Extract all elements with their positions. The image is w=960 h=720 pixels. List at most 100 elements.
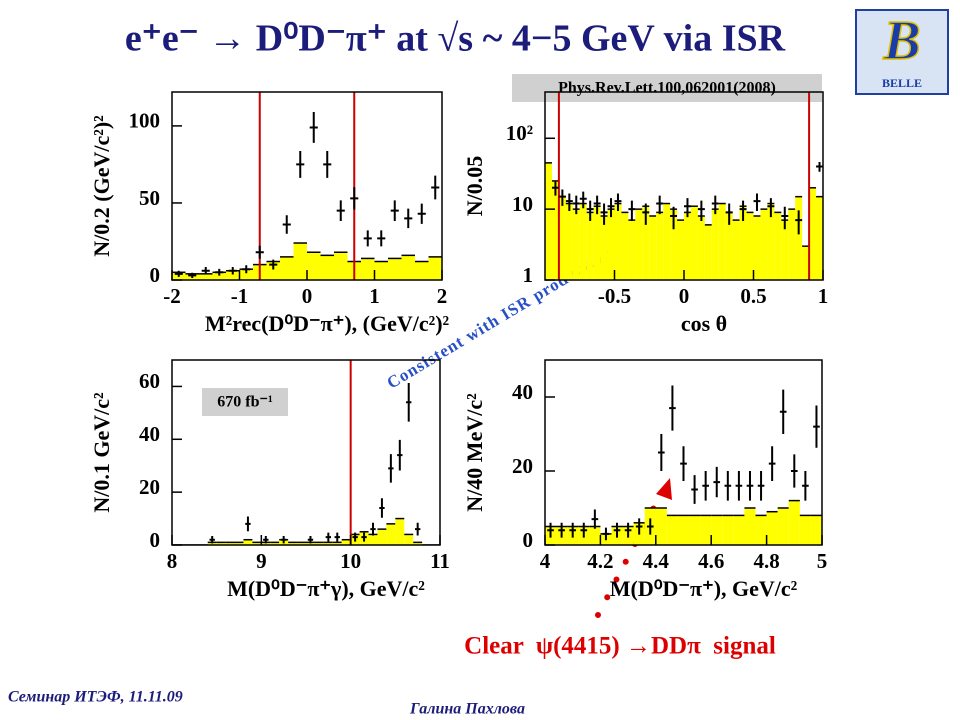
logo-text: BELLE xyxy=(882,76,922,90)
data-point xyxy=(282,215,291,234)
histogram-bar xyxy=(666,515,678,545)
histogram-bar xyxy=(628,220,636,280)
histogram-bar xyxy=(614,203,622,280)
histogram-bar xyxy=(677,220,684,280)
slide-title: e⁺e⁻ → D⁰D⁻π⁺ at √s ~ 4−5 GeV via ISR xyxy=(125,18,786,60)
histogram-bar xyxy=(280,256,294,280)
y-axis-label: N/0.05 xyxy=(462,156,487,217)
data-point xyxy=(558,189,566,206)
histogram-bar xyxy=(799,515,811,545)
data-point xyxy=(417,203,426,224)
panel xyxy=(545,92,823,280)
histogram-bar xyxy=(415,261,429,280)
y-tick-label: 40 xyxy=(512,380,533,404)
data-point xyxy=(431,175,440,200)
histogram-bar xyxy=(777,508,789,545)
footer-right: Галина Пахлова xyxy=(409,701,525,718)
histogram-bar xyxy=(266,261,280,280)
histogram-bar xyxy=(655,508,667,545)
data-point xyxy=(377,230,386,247)
histogram-bar xyxy=(677,515,690,545)
x-tick-label: 4 xyxy=(540,549,551,573)
data-point xyxy=(724,471,732,501)
y-tick-label: 20 xyxy=(512,454,533,478)
data-point xyxy=(404,208,413,229)
histogram-bar xyxy=(199,273,213,280)
histogram-bar xyxy=(810,515,822,545)
data-point xyxy=(174,270,183,277)
data-point xyxy=(790,454,798,488)
histogram-bar xyxy=(802,246,810,280)
data-point xyxy=(711,195,719,215)
histogram-bar xyxy=(377,529,387,545)
histogram-bar xyxy=(755,515,767,545)
data-point xyxy=(656,195,664,215)
histogram-bar xyxy=(600,216,608,280)
histogram-bar xyxy=(558,196,566,280)
x-tick-label: 9 xyxy=(256,549,267,573)
data-point xyxy=(414,522,421,536)
y-tick-label: 100 xyxy=(129,109,161,133)
data-point xyxy=(245,516,251,532)
data-point xyxy=(352,532,358,542)
histogram-bar xyxy=(816,196,823,280)
histogram-bar xyxy=(767,203,775,280)
histogram-bar xyxy=(788,209,796,280)
data-point xyxy=(713,466,721,498)
data-point xyxy=(613,522,621,538)
panel xyxy=(172,360,440,545)
histogram-bar xyxy=(341,539,351,545)
frame xyxy=(171,359,441,546)
histogram-bar xyxy=(642,206,650,280)
data-point xyxy=(591,509,599,529)
histogram-bar xyxy=(320,255,334,280)
histogram-bar xyxy=(239,269,253,280)
data-point xyxy=(323,151,332,178)
data-point xyxy=(580,522,588,538)
y-tick-label: 0 xyxy=(150,528,161,552)
data-point xyxy=(370,522,376,536)
x-tick-label: 1 xyxy=(369,284,380,308)
x-tick-label: -0.5 xyxy=(598,284,631,308)
x-tick-label: 4.8 xyxy=(753,549,779,573)
data-point xyxy=(336,200,345,221)
y-tick-label: 50 xyxy=(139,186,160,210)
histogram-bar xyxy=(593,206,601,280)
histogram-bar xyxy=(428,256,442,280)
x-tick-label: -1 xyxy=(231,284,249,308)
y-tick-label: 0 xyxy=(523,528,534,552)
data-point xyxy=(781,206,789,230)
belle-logo: B BELLE xyxy=(855,9,949,95)
data-point xyxy=(361,532,367,542)
histogram-bar xyxy=(733,515,745,545)
histogram-bar xyxy=(704,224,712,280)
histogram-bar xyxy=(551,180,559,280)
histogram-bar xyxy=(788,500,800,545)
annotation: 670 fb⁻¹ xyxy=(217,394,273,411)
x-tick-label: 5 xyxy=(817,549,828,573)
data-point xyxy=(201,267,210,275)
histogram-bar xyxy=(361,258,375,280)
histogram-bar xyxy=(297,542,306,545)
histogram-bar xyxy=(711,209,719,280)
x-tick-label: 4.6 xyxy=(698,549,724,573)
histogram-bar xyxy=(766,511,778,545)
data-point xyxy=(802,471,809,501)
histogram-bar xyxy=(579,203,587,280)
histogram-bar xyxy=(635,209,643,280)
logo-box xyxy=(855,9,949,95)
histogram-bar xyxy=(293,243,307,280)
data-point xyxy=(680,446,687,481)
data-point xyxy=(579,191,587,209)
histogram-bar xyxy=(760,209,768,280)
histogram-bar xyxy=(386,523,396,545)
data-point xyxy=(753,193,761,212)
data-point xyxy=(624,522,632,538)
data-point xyxy=(388,454,394,483)
y-tick-label: 40 xyxy=(139,422,160,446)
histogram-bar xyxy=(565,203,573,280)
data-point xyxy=(255,245,264,259)
annotation-box xyxy=(202,388,288,416)
histogram-bar xyxy=(252,542,262,545)
